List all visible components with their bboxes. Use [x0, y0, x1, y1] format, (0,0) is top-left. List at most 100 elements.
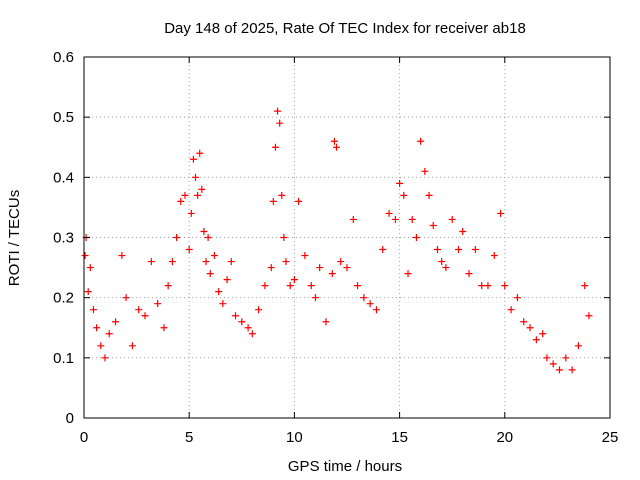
data-point — [255, 306, 263, 314]
data-point — [160, 324, 168, 332]
y-tick-label: 0.1 — [53, 350, 74, 367]
data-point — [290, 276, 298, 284]
data-point — [223, 276, 231, 284]
data-point — [187, 209, 195, 217]
data-point — [448, 215, 456, 223]
data-point — [269, 197, 277, 205]
data-point — [400, 191, 408, 199]
plot-frame — [83, 56, 611, 419]
data-point — [181, 191, 189, 199]
data-point — [154, 300, 162, 308]
data-point — [202, 258, 210, 266]
data-point — [286, 282, 294, 290]
data-point — [442, 264, 450, 272]
data-point — [507, 306, 515, 314]
y-tick-label: 0.2 — [53, 290, 74, 307]
data-point — [412, 234, 420, 241]
data-point — [168, 258, 176, 266]
data-point — [189, 155, 197, 163]
data-point — [574, 342, 582, 350]
data-point — [316, 264, 324, 272]
data-point — [372, 306, 380, 314]
y-tick-label: 0.5 — [53, 109, 74, 126]
data-point — [141, 312, 149, 320]
data-point — [343, 264, 351, 272]
data-point — [332, 143, 340, 151]
data-point — [276, 119, 284, 127]
data-point — [231, 312, 239, 320]
data-point — [282, 258, 290, 266]
data-point — [349, 215, 357, 223]
data-point — [490, 252, 498, 260]
data-point — [267, 264, 275, 272]
y-tick-label: 0.6 — [53, 49, 74, 66]
axis-ticks: 0 5 10 15 20 25 0 0.1 0.2 0.3 0.4 0.5 0.6 — [53, 49, 618, 446]
data-point — [271, 143, 279, 151]
grid — [84, 57, 610, 418]
data-point — [471, 246, 479, 254]
data-point — [429, 221, 437, 229]
data-point — [128, 342, 136, 350]
data-point — [204, 234, 212, 241]
data-point — [118, 252, 126, 260]
x-tick-label: 25 — [602, 429, 619, 446]
data-point — [84, 288, 92, 296]
x-tick-label: 15 — [391, 429, 408, 446]
x-axis-label: GPS time / hours — [288, 458, 402, 475]
y-axis-label: ROTI / TECUs — [6, 190, 23, 286]
data-point — [81, 252, 89, 260]
data-point — [459, 227, 467, 235]
data-point — [433, 246, 441, 254]
data-point — [101, 354, 109, 362]
data-point — [280, 234, 288, 241]
data-point — [206, 270, 214, 278]
data-point — [539, 330, 547, 338]
data-point — [556, 366, 564, 374]
y-tick-label: 0 — [66, 410, 74, 427]
x-tick-label: 10 — [286, 429, 303, 446]
data-point — [86, 264, 94, 272]
data-point — [164, 282, 172, 290]
data-point — [379, 246, 387, 254]
data-point — [360, 294, 368, 302]
data-point — [274, 107, 282, 115]
data-point — [513, 294, 521, 302]
data-point — [301, 252, 309, 260]
data-point — [337, 258, 345, 266]
data-point — [455, 246, 463, 254]
y-tick-label: 0.3 — [53, 230, 74, 247]
data-point — [568, 366, 576, 374]
data-point — [200, 227, 208, 235]
data-point — [278, 191, 286, 199]
data-point — [105, 330, 113, 338]
data-point — [549, 360, 557, 368]
data-point — [497, 209, 505, 217]
chart-title: Day 148 of 2025, Rate Of TEC Index for r… — [164, 20, 526, 37]
data-point — [520, 318, 528, 326]
data-point — [408, 215, 416, 223]
x-tick-label: 5 — [185, 429, 193, 446]
data-point — [198, 185, 206, 193]
data-points — [81, 107, 593, 374]
data-point — [581, 282, 589, 290]
data-point — [147, 258, 155, 266]
data-point — [391, 215, 399, 223]
data-point — [210, 252, 218, 260]
data-point — [328, 270, 336, 278]
data-point — [366, 300, 374, 308]
data-point — [227, 258, 235, 266]
data-point — [194, 191, 202, 199]
data-point — [417, 137, 425, 145]
data-point — [307, 282, 315, 290]
data-point — [330, 137, 338, 145]
data-point — [244, 324, 252, 332]
data-point — [238, 318, 246, 326]
data-point — [215, 288, 223, 296]
data-point — [196, 149, 204, 157]
data-point — [122, 294, 130, 302]
data-point — [484, 282, 492, 290]
data-point — [89, 306, 97, 314]
data-point — [526, 324, 534, 332]
data-point — [295, 197, 303, 205]
data-point — [173, 234, 181, 241]
